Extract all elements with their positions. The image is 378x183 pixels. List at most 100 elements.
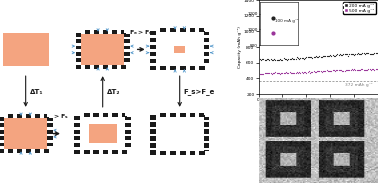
Bar — [183, 139, 186, 142]
Bar — [108, 65, 112, 69]
Point — [370, 53, 376, 56]
Point — [279, 71, 285, 74]
Bar — [166, 113, 170, 117]
Point — [330, 69, 336, 72]
Bar — [150, 35, 156, 38]
Bar — [150, 113, 209, 155]
Point — [274, 59, 280, 62]
Point — [316, 70, 322, 73]
X-axis label: Cycle number: Cycle number — [301, 104, 335, 109]
Point — [285, 71, 291, 74]
Point — [359, 68, 366, 71]
Bar — [172, 119, 175, 123]
Bar — [81, 34, 124, 65]
Point — [297, 56, 304, 59]
Point — [366, 68, 372, 71]
Bar — [167, 49, 172, 51]
Point — [368, 68, 374, 71]
Bar — [164, 144, 167, 148]
Point — [338, 69, 344, 72]
Point — [351, 67, 357, 70]
Bar — [0, 114, 5, 117]
Point — [270, 72, 276, 75]
Bar — [76, 30, 130, 69]
Point — [355, 69, 361, 72]
Point — [306, 56, 312, 59]
Point — [333, 53, 339, 56]
Bar — [159, 119, 200, 148]
Point — [288, 58, 294, 61]
Bar — [156, 32, 204, 66]
Bar — [195, 46, 200, 49]
Bar — [104, 120, 107, 124]
Point — [368, 52, 374, 55]
Bar — [49, 114, 53, 118]
Bar — [197, 35, 200, 39]
Point — [347, 68, 353, 71]
Point — [295, 71, 301, 74]
Point — [366, 52, 372, 55]
Bar — [195, 119, 200, 121]
Text: ΔT₁: ΔT₁ — [29, 89, 43, 94]
Point — [336, 53, 342, 56]
Bar — [189, 139, 192, 142]
Bar — [83, 125, 89, 128]
Bar — [31, 149, 35, 153]
Point — [308, 56, 314, 59]
Bar — [99, 150, 103, 154]
Point — [315, 56, 321, 59]
Point — [318, 55, 324, 58]
Point — [367, 52, 373, 55]
Bar — [4, 114, 8, 118]
Point — [280, 71, 287, 74]
Bar — [125, 120, 131, 123]
Point — [291, 57, 297, 60]
Point — [364, 52, 370, 55]
Bar — [116, 136, 122, 139]
Point — [276, 72, 282, 75]
Bar — [81, 30, 85, 34]
Point — [374, 68, 378, 71]
Bar — [181, 144, 184, 148]
Bar — [76, 56, 81, 58]
Bar — [76, 43, 81, 46]
Point — [264, 57, 270, 60]
Bar — [5, 118, 47, 149]
Bar — [104, 143, 107, 147]
Point — [264, 71, 270, 74]
Point — [339, 69, 345, 72]
Bar — [167, 45, 172, 47]
Bar — [195, 151, 199, 155]
Point — [324, 69, 330, 72]
Point — [282, 72, 288, 75]
Bar — [117, 65, 121, 69]
Bar — [74, 140, 80, 143]
Point — [358, 68, 364, 71]
Bar — [108, 150, 112, 154]
Bar — [76, 62, 81, 65]
Point — [343, 53, 349, 56]
Point — [287, 57, 293, 60]
Point — [322, 54, 328, 57]
Bar — [176, 28, 180, 32]
Bar — [119, 143, 122, 147]
Point — [336, 69, 342, 72]
Bar — [156, 151, 160, 155]
Point — [337, 68, 343, 71]
Bar — [204, 148, 209, 150]
Bar — [118, 113, 121, 117]
Bar — [183, 55, 186, 58]
Bar — [88, 143, 91, 147]
Bar — [189, 55, 192, 58]
Point — [353, 52, 359, 55]
Bar — [125, 134, 131, 136]
Bar — [187, 134, 192, 135]
Bar — [0, 114, 53, 153]
Bar — [99, 113, 103, 117]
Point — [302, 57, 308, 60]
Point — [356, 68, 362, 71]
Bar — [40, 149, 43, 153]
Point — [305, 70, 311, 73]
Point — [361, 68, 367, 71]
Bar — [189, 144, 192, 148]
